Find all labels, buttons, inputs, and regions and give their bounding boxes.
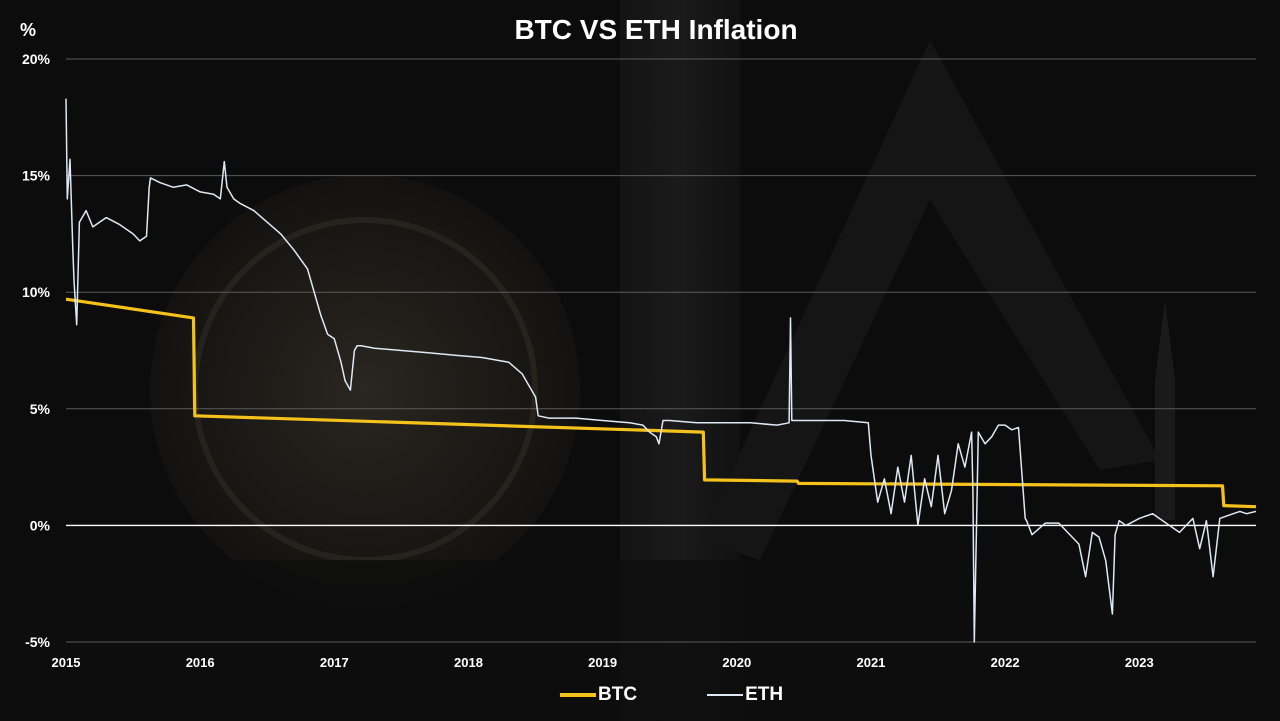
series-line-eth (65, 98, 1257, 643)
pyramid-shape (700, 40, 1160, 560)
y-tick-label: 20% (22, 51, 51, 67)
y-axis-unit-label: % (20, 20, 37, 40)
chart-title: BTC VS ETH Inflation (514, 14, 798, 45)
y-tick-label: 15% (22, 168, 51, 184)
gridlines (66, 58, 1256, 643)
series-line-btc (65, 297, 1257, 509)
y-tick-label: 0% (30, 517, 51, 533)
x-tick-label: 2015 (52, 655, 81, 670)
x-tick-label: 2016 (186, 655, 215, 670)
legend: BTC ETH (560, 684, 783, 706)
legend-label-eth: ETH (745, 684, 784, 705)
y-tick-label: 5% (30, 401, 51, 417)
legend-item-eth: ETH (707, 684, 783, 706)
legend-label-btc: BTC (598, 684, 638, 705)
y-tick-label: -5% (25, 634, 50, 650)
x-tick-label: 2019 (588, 655, 617, 670)
x-tick-label: 2023 (1125, 655, 1154, 670)
y-tick-label: 10% (22, 284, 51, 300)
x-tick-label: 2017 (320, 655, 349, 670)
y-axis-ticks: -5% 0% 5% 10% 15% 20% (22, 51, 51, 650)
series-lines (65, 98, 1257, 643)
x-axis-ticks: 2015 2016 2017 2018 2019 2020 2021 2022 2023 (52, 655, 1154, 670)
legend-swatch-btc (560, 693, 596, 697)
x-tick-label: 2021 (856, 655, 885, 670)
x-tick-label: 2022 (991, 655, 1020, 670)
coin-shape (150, 175, 580, 605)
x-tick-label: 2018 (454, 655, 483, 670)
legend-swatch-eth (707, 694, 744, 696)
x-tick-label: 2020 (722, 655, 751, 670)
legend-item-btc: BTC (560, 684, 637, 706)
